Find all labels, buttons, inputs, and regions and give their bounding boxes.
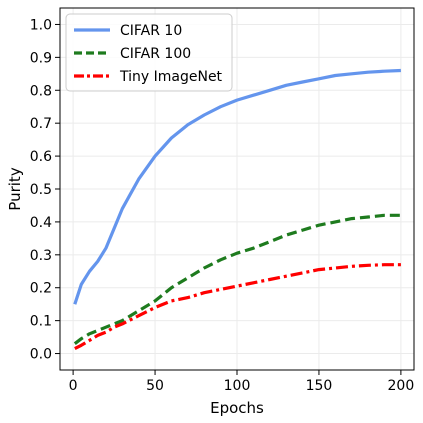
x-axis-label: Epochs — [210, 399, 264, 417]
y-tick-label: 0.4 — [30, 215, 52, 231]
x-tick-label: 50 — [146, 378, 164, 394]
tick-marks: 0 50 100 150 200 0.0 0.1 0.2 0.3 0.4 0.5 0.6 0.7 0.8 0… — [30, 17, 415, 394]
legend: CIFAR 10 CIFAR 100 Tiny ImageNet — [65, 13, 233, 92]
series-line-cifar-10 — [73, 68, 401, 305]
y-axis-label: Purity — [6, 167, 24, 211]
y-tick-label: 0.8 — [30, 83, 52, 99]
y-tick-label: 0.0 — [30, 347, 52, 363]
series-line-tiny-imagenet — [74, 263, 401, 351]
y-tick-label: 0.1 — [30, 314, 52, 330]
y-tick-label: 0.3 — [30, 248, 52, 264]
x-tick-label: 150 — [306, 378, 333, 394]
y-tick-label: 1.0 — [30, 17, 52, 33]
series-lines — [73, 68, 401, 351]
legend-label: CIFAR 10 — [120, 23, 182, 39]
y-tick-label: 0.6 — [30, 149, 52, 165]
series-line-cifar-100 — [73, 213, 401, 345]
y-tick-label: 0.2 — [30, 281, 52, 297]
legend-label: CIFAR 100 — [120, 46, 191, 62]
y-tick-label: 0.7 — [30, 116, 52, 132]
x-tick-label: 100 — [224, 378, 251, 394]
grid-lines — [60, 8, 414, 370]
legend-label: Tiny ImageNet — [119, 69, 223, 85]
y-tick-label: 0.5 — [30, 182, 52, 198]
x-tick-label: 0 — [69, 378, 78, 394]
y-tick-label: 0.9 — [30, 50, 52, 66]
legend-box — [65, 13, 233, 92]
x-tick-label: 200 — [388, 378, 415, 394]
